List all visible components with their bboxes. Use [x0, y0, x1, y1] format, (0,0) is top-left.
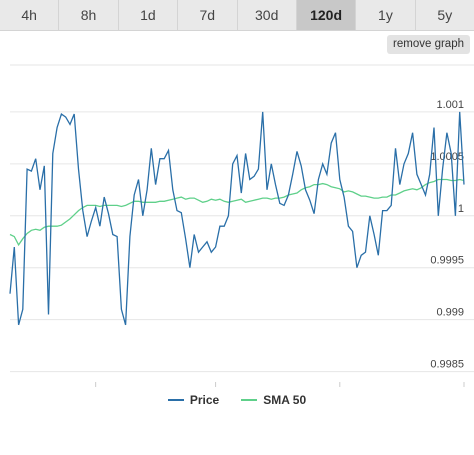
y-tick-label: 1: [458, 203, 464, 215]
legend-label-sma: SMA 50: [263, 393, 307, 407]
y-tick-label: 0.9995: [430, 255, 464, 267]
sma-legend-swatch: [241, 399, 258, 401]
grid-lines: [10, 64, 474, 373]
price-legend-swatch: [167, 399, 184, 401]
sma-50-series-line: [9, 178, 465, 247]
y-tick-label: 1.001: [436, 99, 464, 111]
remove-graph-button[interactable]: remove graph: [387, 35, 470, 54]
price-chart: 0.9985 0.999 0.9995 1 1.0005 1.001 Sep '25Oct…: [9, 64, 474, 387]
tab-5y[interactable]: 5y: [415, 0, 474, 30]
tab-1y[interactable]: 1y: [356, 0, 416, 30]
tab-4h[interactable]: 4h: [0, 0, 60, 30]
tab-30d[interactable]: 30d: [237, 0, 297, 30]
tab-120d[interactable]: 120d: [296, 0, 357, 30]
tab-1d[interactable]: 1d: [118, 0, 179, 30]
chart-legend: Price SMA 50: [0, 390, 474, 410]
y-tick-label: 0.9985: [430, 359, 464, 371]
y-tick-label: 0.999: [436, 307, 464, 319]
legend-label-price: Price: [189, 393, 220, 407]
y-axis-ticks: 0.9985 0.999 0.9995 1 1.0005 1.001: [430, 99, 464, 371]
tab-8h[interactable]: 8h: [59, 0, 119, 30]
timeframe-tabs: 4h 8h 1d 7d 30d 120d 1y 5y: [0, 0, 474, 31]
x-axis-ticks: Sep '25Oct '25Nov '25Dec '25: [95, 382, 465, 387]
price-series-line: [9, 111, 465, 326]
y-tick-label: 1.0005: [430, 151, 464, 163]
legend-item-sma[interactable]: SMA 50: [241, 393, 306, 407]
tab-7d[interactable]: 7d: [178, 0, 238, 30]
legend-item-price[interactable]: Price: [167, 393, 220, 407]
